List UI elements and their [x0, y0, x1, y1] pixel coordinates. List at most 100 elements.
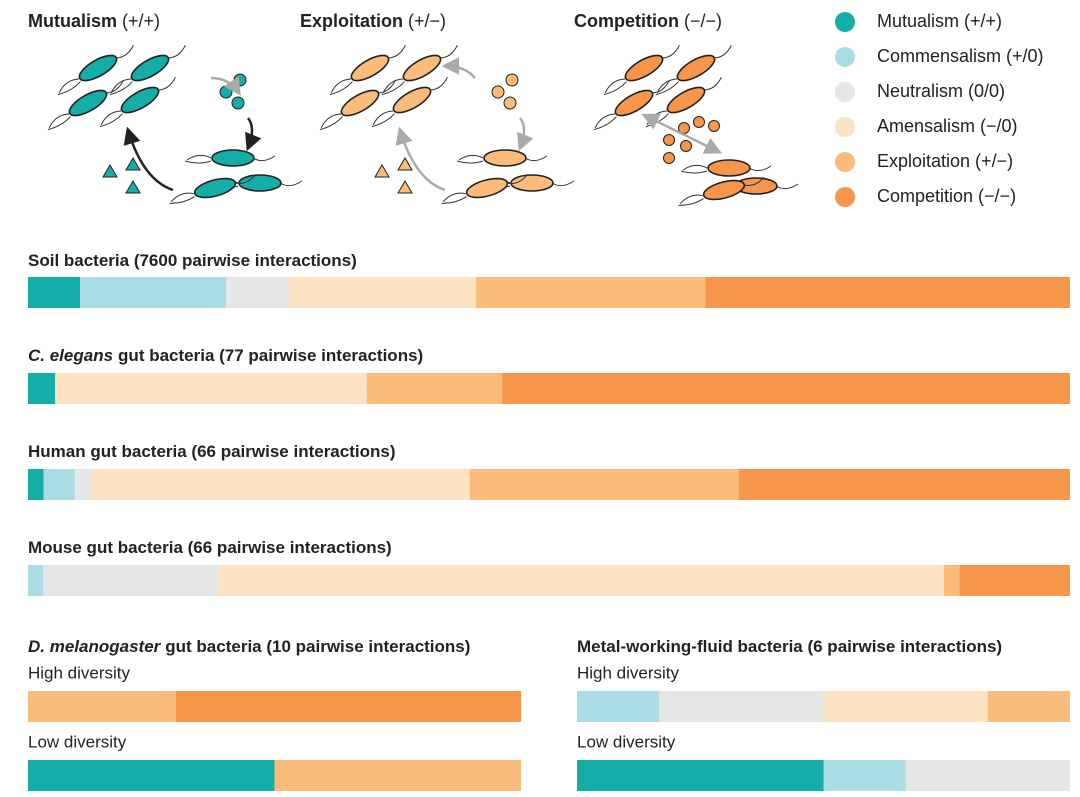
- bar-segment: [28, 277, 81, 308]
- bacterium: [68, 89, 108, 117]
- chart-title: Mouse gut bacteria (66 pairwise interact…: [28, 538, 392, 557]
- bacterium: [130, 54, 170, 82]
- chart-title-text: gut bacteria (10 pairwise interactions): [165, 637, 470, 656]
- arrow: [395, 126, 446, 192]
- category-label: Low diversity: [577, 732, 676, 751]
- panel-title: Mutualism (+/+): [28, 11, 160, 31]
- bar-segment: [905, 760, 1070, 791]
- legend-swatch: [835, 152, 855, 172]
- panel-name: Competition: [574, 11, 679, 31]
- bar-segment: [288, 277, 477, 308]
- bar-segment: [74, 469, 91, 500]
- molecule: [233, 73, 247, 87]
- legend-label: Mutualism (+/+): [877, 11, 1002, 31]
- bar-segment: [738, 469, 1070, 500]
- arrow: [245, 117, 262, 152]
- chart-title-text: Metal-working-fluid bacteria (6 pairwise…: [577, 637, 1002, 656]
- molecule: [663, 152, 675, 164]
- bar-segment: [43, 469, 75, 500]
- bar-segment: [80, 277, 226, 308]
- bar-segment: [577, 691, 660, 722]
- bar-segment: [469, 469, 739, 500]
- bar-segment: [28, 691, 176, 722]
- chart-title: D. melanogaster gut bacteria (10 pairwise…: [28, 637, 470, 656]
- legend-swatch: [835, 187, 855, 207]
- bar-segment: [28, 469, 44, 500]
- bar-segment: [175, 691, 521, 722]
- bar-segment: [55, 373, 367, 404]
- bacterium: [392, 86, 432, 114]
- legend-swatch: [835, 47, 855, 67]
- arrow: [123, 126, 174, 192]
- category-label: High diversity: [28, 663, 131, 682]
- bacterium: [340, 89, 380, 117]
- bar-segment: [823, 760, 906, 791]
- bacterium: [465, 177, 509, 199]
- bar-segment: [28, 373, 56, 404]
- bar-segment: [28, 760, 275, 791]
- bacterium: [350, 54, 390, 82]
- bacterium: [238, 174, 282, 192]
- chart-title: C. elegans gut bacteria (77 pairwise inte…: [28, 346, 423, 365]
- molecule: [663, 134, 675, 146]
- panel-sign: (−/−): [684, 11, 722, 31]
- molecule: [503, 96, 517, 110]
- bar-segment: [217, 565, 944, 596]
- arrow: [210, 76, 241, 96]
- bar-segment: [225, 277, 289, 308]
- molecule: [693, 116, 705, 128]
- panel-title: Exploitation (+/−): [300, 11, 446, 31]
- chart-title-italic: D. melanogaster: [28, 637, 162, 656]
- molecule: [505, 73, 519, 87]
- category-label: Low diversity: [28, 732, 127, 751]
- molecule: [102, 164, 118, 178]
- category-label: High diversity: [577, 663, 680, 682]
- bacterium: [624, 54, 664, 82]
- bacterium: [193, 177, 237, 199]
- bar-segment: [959, 565, 1070, 596]
- bar-segment: [705, 277, 1070, 308]
- chart-title-text: Mouse gut bacteria (66 pairwise interact…: [28, 538, 392, 557]
- legend-label: Exploitation (+/−): [877, 151, 1013, 171]
- bar-segment: [659, 691, 824, 722]
- panel-sign: (+/+): [122, 11, 160, 31]
- legend-swatch: [835, 12, 855, 32]
- molecule: [231, 96, 245, 110]
- bar-segment: [987, 691, 1070, 722]
- panel-sign: (+/−): [408, 11, 446, 31]
- bacterium: [666, 86, 706, 114]
- bacterium: [614, 89, 654, 117]
- bacterium: [402, 54, 442, 82]
- molecule: [219, 85, 233, 99]
- legend-label: Competition (−/−): [877, 186, 1016, 206]
- chart-title-text: gut bacteria (77 pairwise interactions): [118, 346, 423, 365]
- legend-swatch: [835, 117, 855, 137]
- panel-title: Competition (−/−): [574, 11, 722, 31]
- molecule: [374, 164, 390, 178]
- legend-label: Commensalism (+/0): [877, 46, 1044, 66]
- legend-label: Neutralism (0/0): [877, 81, 1005, 101]
- chart-title: Soil bacteria (7600 pairwise interaction…: [28, 251, 357, 270]
- bar-segment: [476, 277, 706, 308]
- molecule: [680, 140, 692, 152]
- bar-segment: [90, 469, 470, 500]
- bar-segment: [28, 565, 44, 596]
- molecule: [491, 85, 505, 99]
- legend-label: Amensalism (−/0): [877, 116, 1018, 136]
- molecule: [397, 157, 413, 171]
- bacterium: [483, 149, 527, 167]
- bar-segment: [502, 373, 1070, 404]
- bar-segment: [43, 565, 218, 596]
- molecule: [708, 120, 720, 132]
- bacterium: [211, 149, 255, 167]
- chart-title-text: Human gut bacteria (66 pairwise interact…: [28, 442, 395, 461]
- arrow: [517, 117, 534, 152]
- bacterium: [702, 179, 746, 201]
- bacterium: [120, 86, 160, 114]
- bar-segment: [943, 565, 960, 596]
- bar-segment: [366, 373, 503, 404]
- chart-title-italic: C. elegans: [28, 346, 113, 365]
- bacterium: [78, 54, 118, 82]
- arrow: [441, 57, 476, 79]
